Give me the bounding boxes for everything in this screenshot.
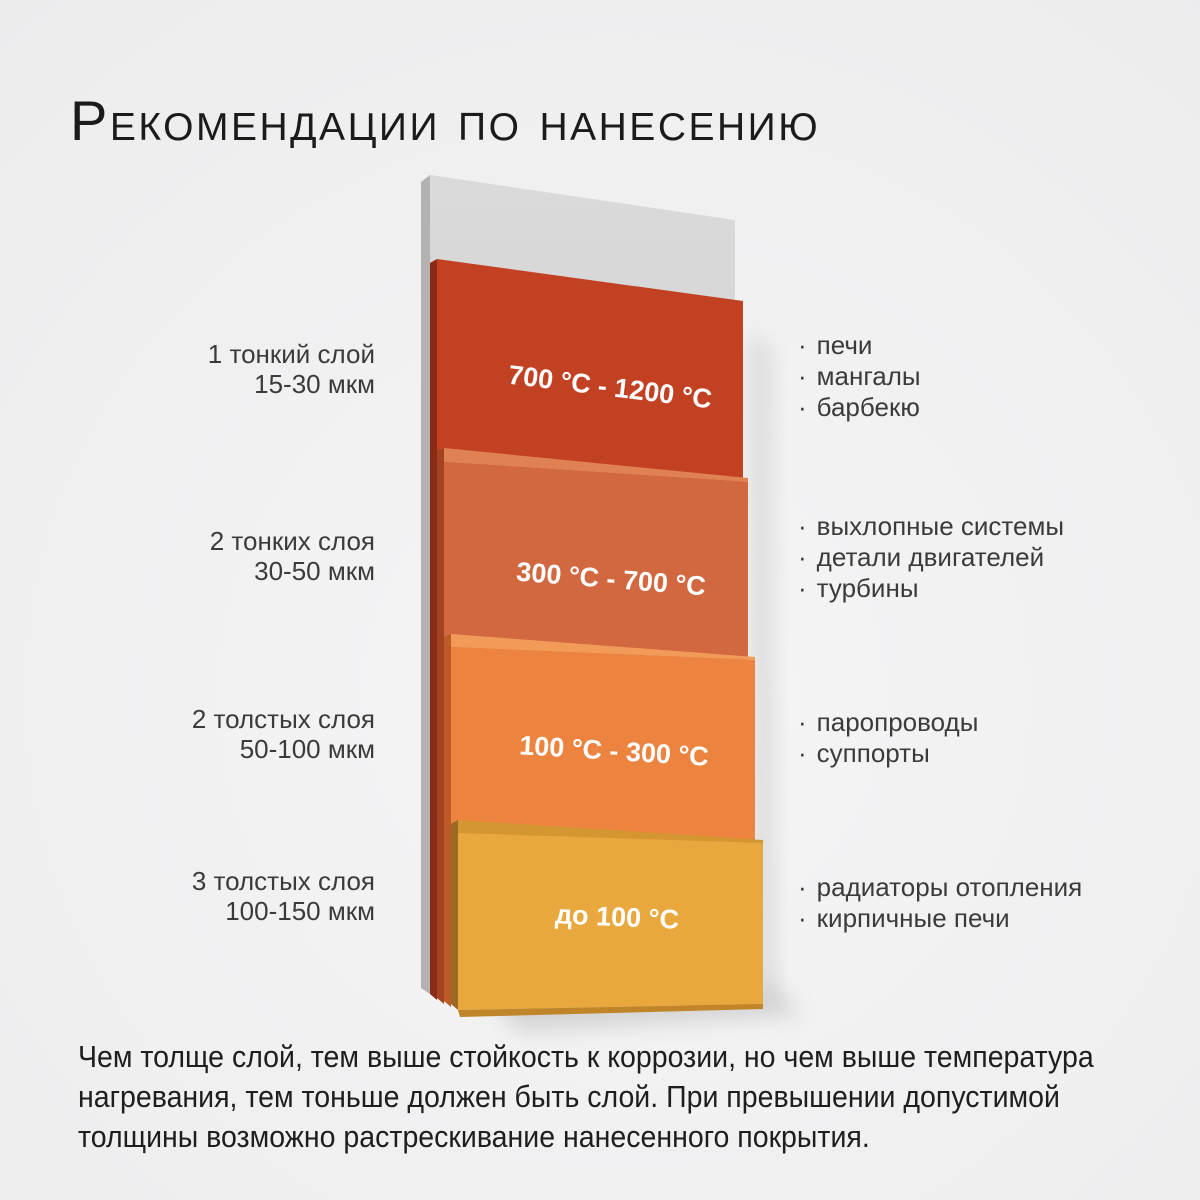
- list-item: · радиаторы отопления: [798, 872, 1082, 903]
- page-title: Рекомендации по нанесению: [70, 89, 821, 152]
- layer-4-top-bevel: [458, 820, 763, 843]
- bullet-icon: ·: [798, 330, 807, 360]
- list-item: · печи: [798, 330, 921, 361]
- footer-line: толщины возможно растрескивание нанесенн…: [78, 1119, 870, 1154]
- footer-line: Чем толще слой, тем выше стойкость к кор…: [78, 1039, 1094, 1074]
- list-item: · мангалы: [798, 361, 921, 392]
- layer-2-thickness-label: 2 тонких слоя 30-50 мкм: [40, 526, 375, 586]
- layer-3-coats: 2 толстых слоя: [191, 704, 375, 734]
- layer-1-applications-list: · печи · мангалы · барбекю: [798, 330, 921, 423]
- application-label: радиаторы отопления: [816, 872, 1083, 902]
- footer-note: Чем толще слой, тем выше стойкость к кор…: [78, 1037, 1094, 1157]
- layer-2-side-edge: [437, 448, 444, 1004]
- application-label: детали двигателей: [816, 542, 1045, 572]
- bullet-icon: ·: [798, 573, 807, 603]
- layer-1-microns: 15-30 мкм: [254, 369, 375, 399]
- layer-3-applications-list: · паропроводы · суппорты: [798, 707, 978, 769]
- list-item: · суппорты: [798, 738, 978, 769]
- layer-2-top-bevel: [444, 448, 748, 482]
- list-item: · паропроводы: [798, 707, 978, 738]
- layer-2-microns: 30-50 мкм: [254, 556, 375, 586]
- application-label: печи: [816, 330, 873, 360]
- application-label: кирпичные печи: [816, 903, 1010, 933]
- layer-1-coats: 1 тонкий слой: [207, 339, 375, 369]
- layer-3-top-bevel: [451, 634, 755, 660]
- application-label: суппорты: [816, 738, 930, 768]
- application-label: паропроводы: [816, 707, 979, 737]
- layer-1-side-edge: [430, 259, 437, 1000]
- layer-3-microns: 50-100 мкм: [239, 734, 375, 764]
- layer-4-coats: 3 толстых слоя: [191, 866, 375, 896]
- list-item: · турбины: [798, 573, 1064, 604]
- bullet-icon: ·: [798, 392, 807, 422]
- application-label: турбины: [816, 573, 919, 603]
- layer-3-side-edge: [444, 634, 451, 1007]
- layer-3-thickness-label: 2 толстых слоя 50-100 мкм: [40, 704, 375, 764]
- layer-2-coats: 2 тонких слоя: [209, 526, 375, 556]
- list-item: · барбекю: [798, 392, 921, 423]
- bullet-icon: ·: [798, 903, 807, 933]
- bullet-icon: ·: [798, 542, 807, 572]
- list-item: · выхлопные системы: [798, 511, 1064, 542]
- layer-4-thickness-label: 3 толстых слоя 100-150 мкм: [40, 866, 375, 926]
- bullet-icon: ·: [798, 361, 807, 391]
- layer-2-applications-list: · выхлопные системы · детали двигателей · т…: [798, 511, 1064, 604]
- list-item: · детали двигателей: [798, 542, 1064, 573]
- bullet-icon: ·: [798, 511, 807, 541]
- layer-4-applications-list: · радиаторы отопления · кирпичные печи: [798, 872, 1082, 934]
- application-label: мангалы: [816, 361, 921, 391]
- metal-panel-side-edge: [421, 175, 430, 994]
- application-label: барбекю: [816, 392, 920, 422]
- application-label: выхлопные системы: [816, 511, 1065, 541]
- layer-1-thickness-label: 1 тонкий слой 15-30 мкм: [40, 339, 375, 399]
- list-item: · кирпичные печи: [798, 903, 1082, 934]
- layer-4-side-edge: [451, 820, 458, 1010]
- bullet-icon: ·: [798, 872, 807, 902]
- bullet-icon: ·: [798, 738, 807, 768]
- footer-line: нагревания, тем тоньше должен быть слой.…: [78, 1079, 1060, 1114]
- layer-4-face: [458, 833, 763, 1010]
- layer-4-bottom-edge: [458, 1004, 763, 1017]
- bullet-icon: ·: [798, 707, 807, 737]
- layer-4-microns: 100-150 мкм: [225, 896, 375, 926]
